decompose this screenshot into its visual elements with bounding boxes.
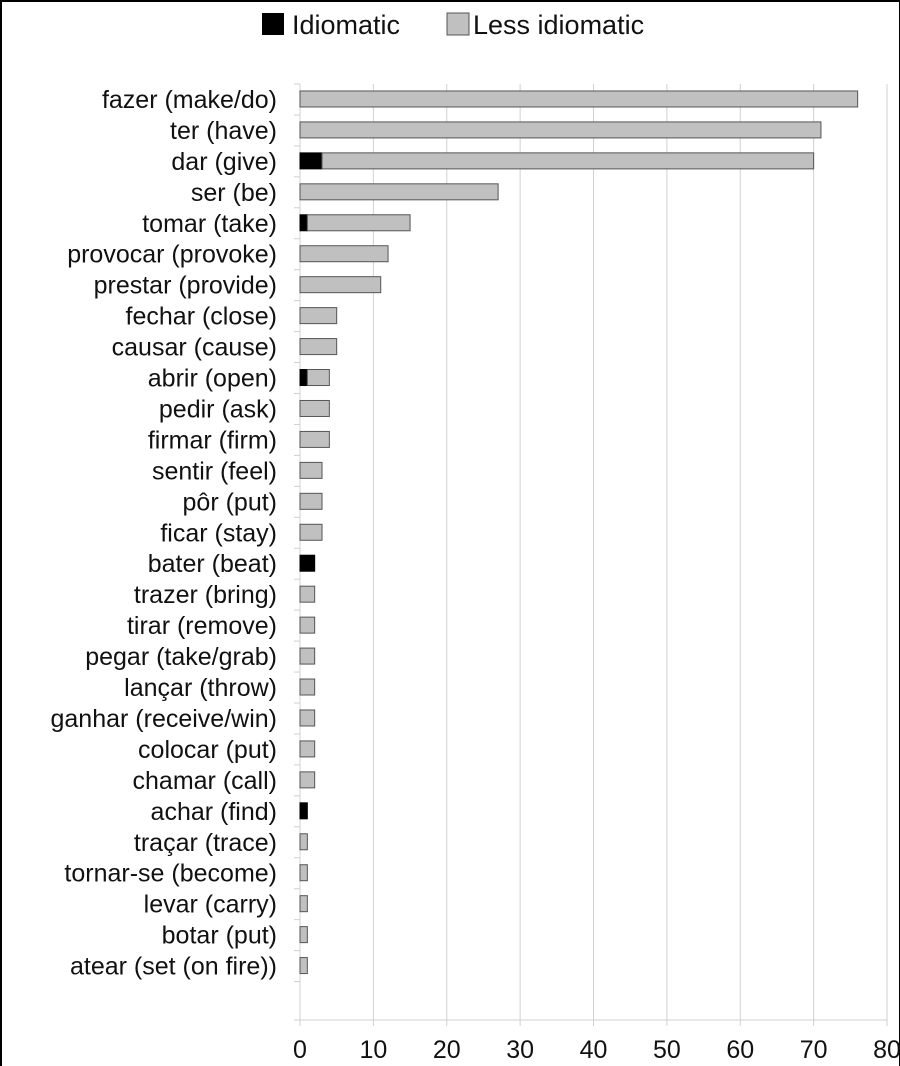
bar-segment-idiomatic	[299, 369, 308, 387]
category-label: prestar (provide)	[94, 272, 277, 300]
x-tick-label: 10	[359, 1036, 387, 1064]
category-label: pedir (ask)	[159, 395, 277, 423]
x-tick-label: 0	[293, 1036, 307, 1064]
bar-segment-less-idiomatic	[299, 771, 316, 789]
legend-label-idiomatic: Idiomatic	[292, 10, 400, 40]
category-label: ter (have)	[170, 117, 277, 145]
bar-segment-less-idiomatic	[299, 523, 323, 541]
x-tick-label: 20	[433, 1036, 461, 1064]
category-label: dar (give)	[171, 148, 277, 176]
category-label: botar (put)	[162, 922, 277, 950]
bar-segment-idiomatic	[299, 802, 308, 820]
category-label: causar (cause)	[112, 334, 277, 362]
bar-segment-less-idiomatic	[299, 740, 316, 758]
legend-swatch-less-idiomatic	[446, 12, 470, 36]
category-label: ganhar (receive/win)	[51, 705, 278, 733]
bar-segment-less-idiomatic	[299, 709, 316, 727]
bar-segment-less-idiomatic	[299, 183, 499, 201]
category-label: ser (be)	[191, 179, 277, 207]
category-label: ficar (stay)	[160, 519, 277, 547]
bar-segment-less-idiomatic	[306, 214, 411, 232]
x-tick-label: 30	[506, 1036, 534, 1064]
bar-segment-less-idiomatic	[299, 585, 316, 603]
bar-segment-less-idiomatic	[321, 152, 815, 170]
bar-segment-idiomatic	[299, 554, 316, 572]
bar-segment-less-idiomatic	[299, 90, 859, 108]
category-label: chamar (call)	[133, 767, 277, 795]
bar-segment-less-idiomatic	[299, 616, 316, 634]
x-tick-label: 60	[726, 1036, 754, 1064]
bar-segment-less-idiomatic	[299, 121, 822, 139]
category-label: fazer (make/do)	[102, 86, 277, 114]
category-label: pegar (take/grab)	[85, 643, 277, 671]
category-label: bater (beat)	[148, 550, 277, 578]
bar-segment-less-idiomatic	[299, 461, 323, 479]
category-label: provocar (provoke)	[67, 241, 277, 269]
bar-segment-less-idiomatic	[299, 492, 323, 510]
bar-segment-less-idiomatic	[299, 307, 338, 325]
category-label: sentir (feel)	[152, 457, 277, 485]
category-label: colocar (put)	[138, 736, 277, 764]
x-axis-ticks: 0 10 20 30 40 50 60 70 80	[293, 1036, 900, 1064]
bar-segment-less-idiomatic	[299, 833, 308, 851]
category-label: tomar (take)	[142, 210, 277, 238]
category-label: firmar (firm)	[148, 426, 277, 454]
category-label: levar (carry)	[144, 891, 277, 919]
bar-segment-less-idiomatic	[299, 245, 389, 263]
category-label: atear (set (on fire))	[70, 953, 277, 981]
bar-segment-less-idiomatic	[299, 895, 308, 913]
legend-swatch-idiomatic	[262, 13, 284, 35]
gridlines	[294, 83, 888, 1026]
bars	[299, 90, 859, 975]
bar-segment-less-idiomatic	[299, 430, 330, 448]
x-tick-label: 50	[653, 1036, 681, 1064]
category-label: traçar (trace)	[134, 829, 277, 857]
bar-segment-less-idiomatic	[299, 864, 308, 882]
bar-segment-less-idiomatic	[299, 338, 338, 356]
x-tick-label: 70	[800, 1036, 828, 1064]
legend-label-less-idiomatic: Less idiomatic	[473, 10, 644, 40]
legend: Idiomatic Less idiomatic	[262, 10, 644, 40]
bar-segment-less-idiomatic	[306, 369, 330, 387]
category-label: achar (find)	[151, 798, 277, 826]
category-label: trazer (bring)	[134, 581, 277, 609]
category-labels: fazer (make/do) ter (have) dar (give) ser (…	[51, 86, 278, 981]
category-label: abrir (open)	[148, 365, 277, 393]
bar-segment-less-idiomatic	[299, 957, 308, 975]
x-tick-label: 80	[873, 1036, 900, 1064]
category-label: pôr (put)	[183, 488, 277, 516]
bar-segment-idiomatic	[299, 152, 323, 170]
bar-segment-less-idiomatic	[299, 647, 316, 665]
bar-segment-less-idiomatic	[299, 678, 316, 696]
bar-segment-idiomatic	[299, 214, 308, 232]
category-label: lançar (throw)	[124, 674, 277, 702]
category-label: tirar (remove)	[127, 612, 277, 640]
bar-segment-less-idiomatic	[299, 926, 308, 944]
bar-segment-less-idiomatic	[299, 276, 382, 294]
category-label: tornar-se (become)	[64, 860, 277, 888]
category-label: fechar (close)	[126, 303, 277, 331]
bar-segment-less-idiomatic	[299, 399, 330, 417]
x-tick-label: 40	[580, 1036, 608, 1064]
